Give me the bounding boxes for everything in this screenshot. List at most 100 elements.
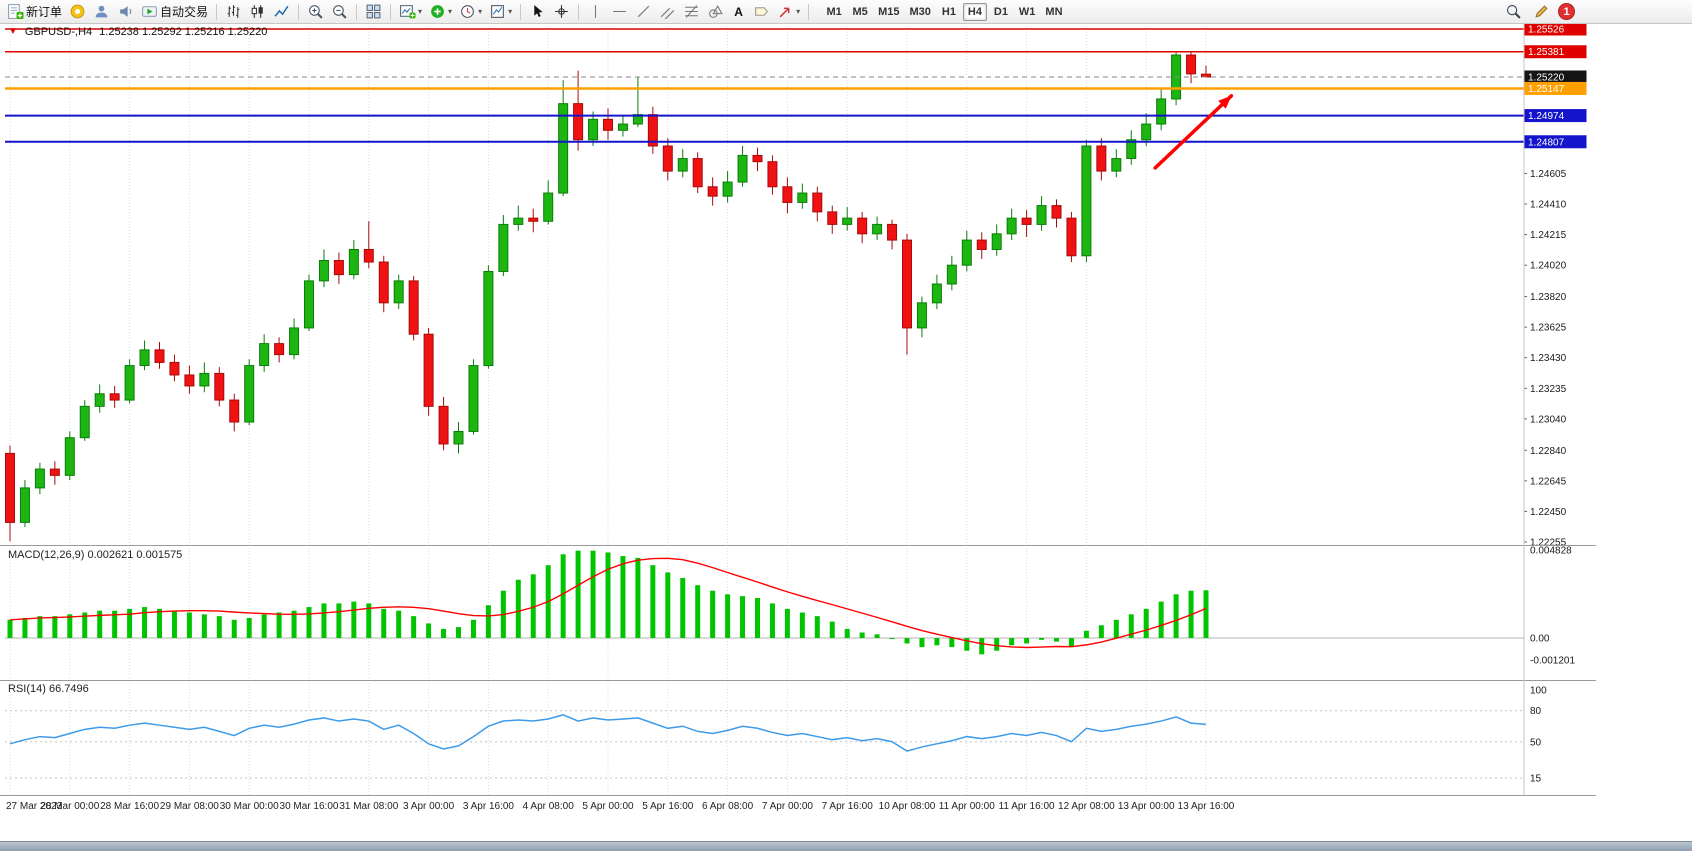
macd-histogram-bar [321,603,327,638]
candle-body [887,223,898,241]
macd-histogram-bar [276,612,282,638]
candle-body [1081,145,1092,257]
new-order-button[interactable]: 新订单 [4,1,65,22]
toolbar-separator [520,3,522,20]
one-click-trading-toggle[interactable]: ▼ [8,26,18,37]
cursor-button[interactable] [526,1,549,22]
timeframe-button-h1[interactable]: H1 [941,5,956,18]
macd-histogram-bar [710,590,716,638]
bar-chart-button[interactable] [222,1,245,22]
indicators-button[interactable]: ▾ [426,1,455,22]
price-badge [1524,45,1587,59]
timeframe-button-h4[interactable]: H4 [962,2,987,21]
macd-axis-label: -0.001201 [1530,655,1575,666]
candle-body [857,217,868,235]
edit-button[interactable] [1530,1,1553,22]
candle-body [737,154,748,183]
candle-body [617,123,628,131]
price-axis-label: 1.22450 [1530,507,1567,518]
arrows-button[interactable]: ▾ [774,1,803,22]
text-button[interactable]: A [728,1,749,22]
trendline-button[interactable] [632,1,655,22]
macd-histogram-bar [97,610,103,638]
channel-button[interactable] [656,1,679,22]
price-axis-label: 1.23040 [1530,414,1567,425]
timeframe-button-m30[interactable]: M30 [909,5,931,18]
quote-ohlc-label: 1.25238 1.25292 1.25216 1.25220 [99,26,268,38]
macd-histogram-bar [725,594,731,638]
candle-body [961,239,972,266]
dropdown-caret-icon: ▾ [448,6,453,16]
macd-histogram-bar [441,628,447,638]
label-button[interactable] [750,1,773,22]
time-axis-label: 30 Mar 00:00 [220,801,279,812]
macd-histogram-bar [799,612,805,638]
macd-histogram-bar [246,617,252,638]
candle-body [94,393,105,407]
macd-histogram-bar [426,623,432,638]
toolbar-separator [578,3,580,20]
timeframe-button-m1[interactable]: M1 [826,5,842,18]
candle-body [931,283,942,304]
candle-body [378,261,389,304]
macd-histogram-bar [381,608,387,638]
price-badge [1524,70,1587,84]
autotrading-label: 自动交易 [160,5,209,19]
status-bar [0,841,1692,851]
timeframe-button-w1[interactable]: W1 [1018,5,1036,18]
new-chart-button[interactable]: ▾ [396,1,425,22]
vertical-line-button[interactable] [584,1,607,22]
shapes-button[interactable] [704,1,727,22]
search-button[interactable] [1502,1,1525,22]
candle-body [677,158,688,172]
price-badge-label: 1.24974 [1528,111,1565,122]
profile-icon [95,5,108,18]
zoom-in-button[interactable] [304,1,327,22]
crosshair-button[interactable] [550,1,573,22]
candle-body [558,103,569,194]
macd-histogram-bar [994,638,1000,651]
zoom-out-button[interactable] [328,1,351,22]
price-badge [1524,81,1587,95]
candle-body [64,437,75,476]
horizontal-line-button[interactable] [608,1,631,22]
timeframe-button-d1[interactable]: D1 [993,5,1008,18]
timeframe-button-m5[interactable]: M5 [852,5,868,18]
periods-button[interactable]: ▾ [456,1,485,22]
dropdown-caret-icon: ▾ [478,6,483,16]
shapes-icon [709,5,723,18]
timeframe-button-m15[interactable]: M15 [878,5,900,18]
macd-histogram-bar [1128,614,1134,638]
price-axis-label: 1.23235 [1530,384,1567,395]
autotrading-button[interactable]: 自动交易 [138,1,211,22]
macd-histogram-bar [635,557,641,638]
notification-badge[interactable]: 1 [1558,3,1575,20]
tile-windows-button[interactable] [362,1,385,22]
candlestick-chart-button[interactable] [246,1,269,22]
templates-button[interactable]: ▾ [486,1,515,22]
periods-clock-icon [461,5,474,18]
candle-body [498,223,509,272]
macd-histogram-bar [366,603,372,638]
candle-body [229,399,240,423]
macd-histogram-bar [665,572,671,638]
macd-name: MACD(12,26,9) [8,549,85,561]
mql-community-button[interactable] [66,1,89,22]
fibonacci-button[interactable] [680,1,703,22]
candle-body [946,264,957,285]
macd-histogram-bar [411,616,417,638]
profile-button[interactable] [90,1,113,22]
dropdown-caret-icon: ▾ [418,6,423,16]
sound-button[interactable] [114,1,137,22]
templates-icon [491,5,504,18]
time-axis-label: 29 Mar 08:00 [160,801,219,812]
candle-body [423,333,434,407]
toolbar-separator [390,3,392,20]
arrow-object-icon [779,7,790,18]
candle-body [199,372,210,387]
timeframe-button-mn[interactable]: MN [1045,5,1063,18]
line-chart-button[interactable] [270,1,293,22]
macd-histogram-bar [560,554,566,638]
